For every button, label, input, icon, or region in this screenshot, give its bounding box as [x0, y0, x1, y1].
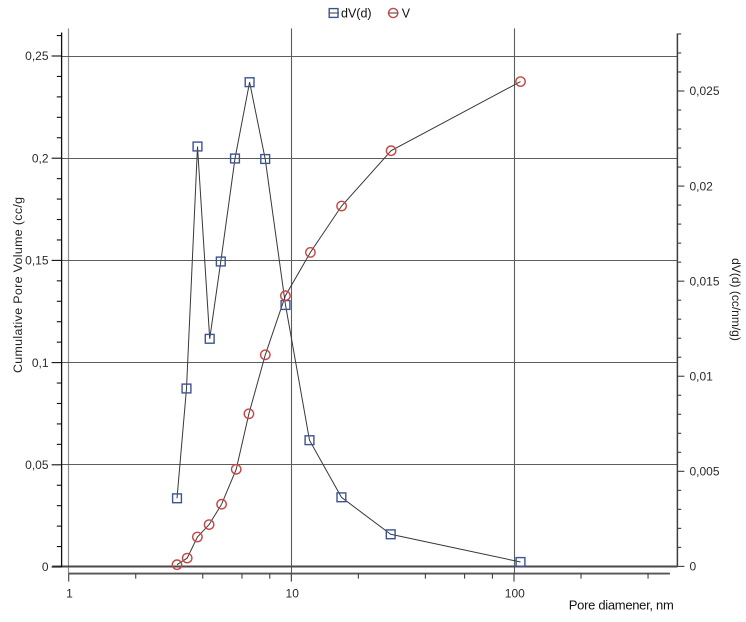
svg-text:Pore diamener, nm: Pore diamener, nm	[569, 597, 674, 612]
svg-text:0,15: 0,15	[25, 254, 49, 268]
svg-text:dV(d): dV(d)	[341, 6, 372, 20]
svg-text:0: 0	[42, 560, 49, 574]
svg-text:0,1: 0,1	[32, 356, 49, 370]
svg-text:0,2: 0,2	[32, 151, 49, 165]
svg-text:V: V	[402, 6, 411, 20]
svg-text:0,015: 0,015	[690, 274, 720, 288]
svg-text:Cumulative Pore Volume (cc/g: Cumulative Pore Volume (cc/g	[11, 197, 25, 373]
svg-text:0,25: 0,25	[25, 49, 49, 63]
svg-text:dV(d) (cc/nm/g): dV(d) (cc/nm/g)	[729, 258, 743, 341]
svg-text:0,005: 0,005	[690, 465, 720, 479]
svg-text:0,02: 0,02	[690, 179, 714, 193]
svg-text:0,025: 0,025	[690, 84, 720, 98]
svg-text:100: 100	[505, 586, 525, 600]
svg-text:0,01: 0,01	[690, 369, 714, 383]
svg-text:0,05: 0,05	[25, 458, 49, 472]
svg-text:10: 10	[286, 586, 300, 600]
svg-text:0: 0	[690, 560, 697, 574]
svg-text:1: 1	[66, 586, 73, 600]
